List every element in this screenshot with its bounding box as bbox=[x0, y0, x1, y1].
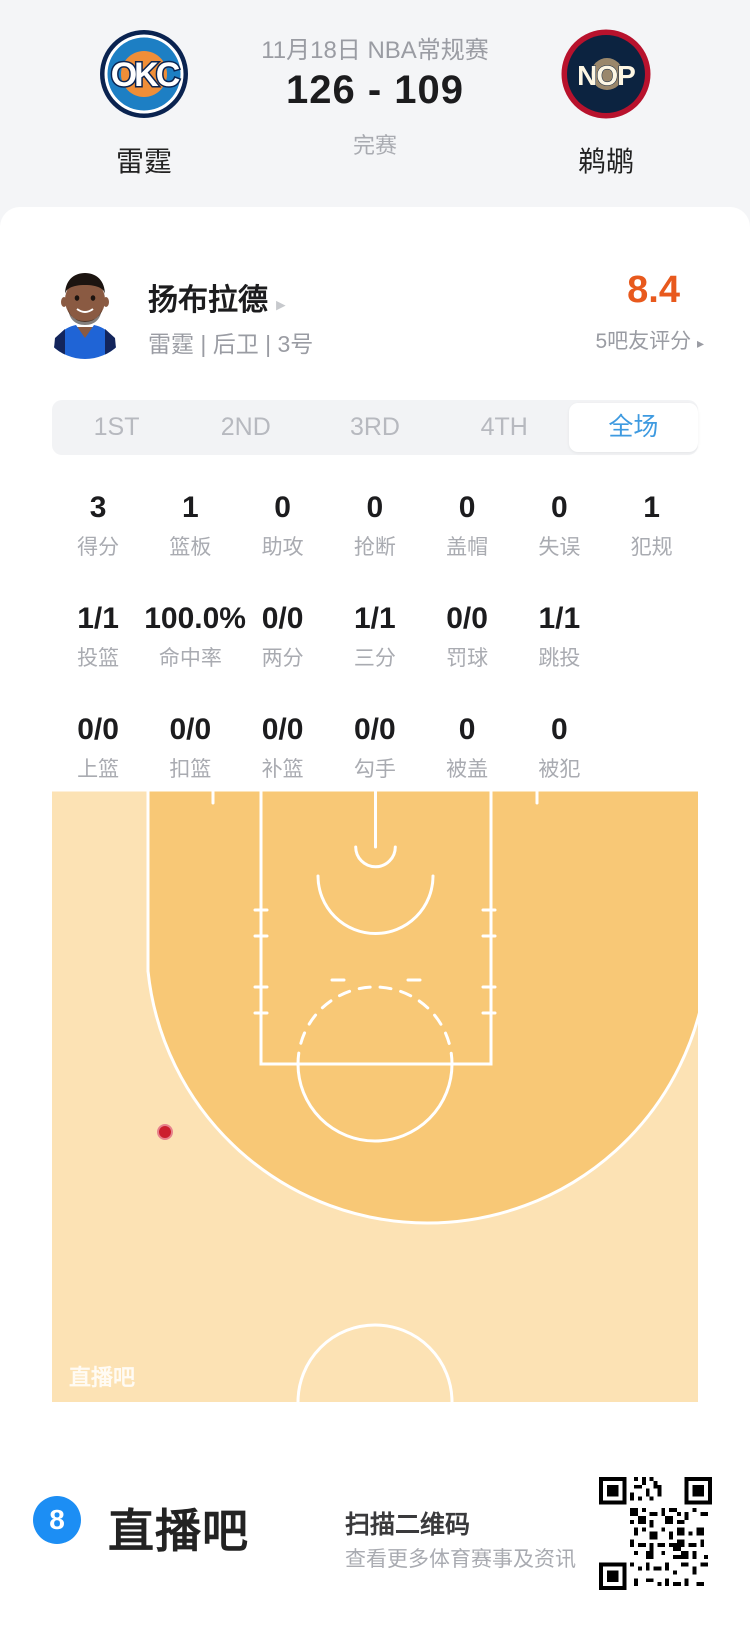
svg-text:OKC: OKC bbox=[111, 56, 180, 94]
svg-text:NOP: NOP bbox=[577, 60, 635, 91]
